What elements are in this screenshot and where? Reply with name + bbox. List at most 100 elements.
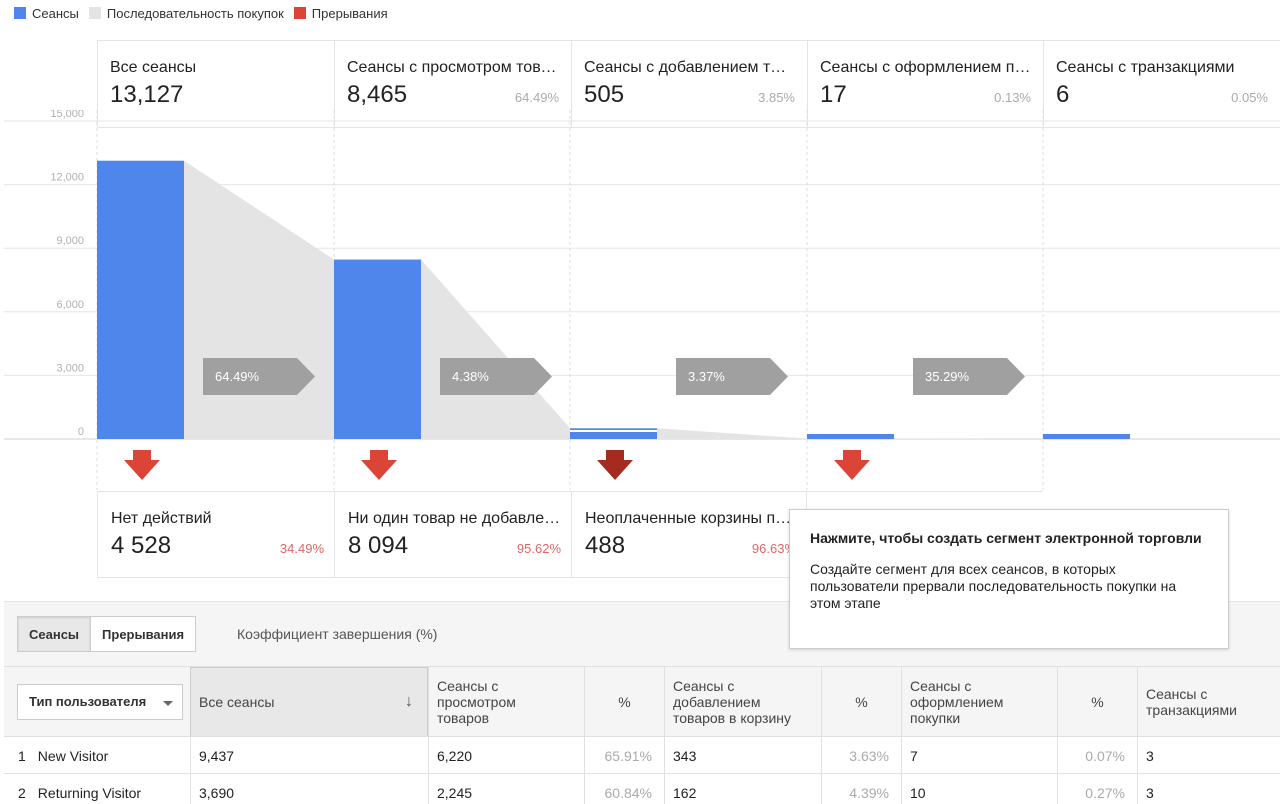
bar [1043, 434, 1130, 439]
column-header-pct[interactable]: % [1057, 667, 1137, 737]
cell-user-type[interactable]: 2 Returning Visitor [4, 774, 190, 804]
segment-tooltip[interactable]: Нажмите, чтобы создать сегмент электронн… [789, 509, 1229, 649]
metric-tabs: Сеансы Прерывания [17, 616, 197, 652]
legend-label: Последовательность покупок [106, 5, 284, 21]
step-value: 6 [1056, 81, 1070, 108]
step-value: 505 [584, 81, 625, 108]
legend-label: Сеансы [32, 5, 79, 21]
abandon-no-cart-add[interactable]: Ни один товар не добавлен в корзину 8 09… [334, 492, 571, 578]
step-label: Сеансы с транзакциями [1056, 59, 1235, 76]
table-body: 1 New Visitor 9,437 6,220 65.91% 343 3.63… [4, 736, 1280, 804]
funnel-step-transactions[interactable]: Сеансы с транзакциями 6 0.05% [1043, 41, 1280, 128]
abandon-arrow-icon [124, 450, 160, 480]
cell-product-views: 6,220 [428, 737, 584, 774]
table-header: Тип пользователя Все сеансы ↓ Сеансы с п… [4, 666, 1280, 737]
abandon-value: 488 [585, 532, 626, 559]
conversion-rate-label: 3.37% [688, 369, 725, 384]
tooltip-body: Создайте сегмент для всех сеансов, в кот… [810, 561, 1177, 611]
conversion-arrow [676, 358, 788, 395]
abandon-pct: 34.49% [279, 541, 324, 556]
step-pct: 0.13% [994, 90, 1031, 105]
column-label: % [618, 694, 631, 710]
legend-swatch [88, 7, 101, 19]
column-label: % [855, 694, 868, 710]
step-value: 13,127 [110, 81, 184, 108]
cell-pct: 3.63% [821, 737, 901, 774]
column-header-product-views[interactable]: Сеансы с просмотром товаров [428, 667, 584, 737]
step-label: Все сеансы [110, 59, 197, 76]
cell-pct: 65.91% [584, 737, 664, 774]
step-pct: 0.05% [1231, 90, 1268, 105]
bar [570, 428, 657, 439]
column-label: Сеансы с оформлением покупки [910, 678, 1004, 726]
column-header-pct[interactable]: % [821, 667, 901, 737]
bar [97, 160, 184, 440]
cell-add-to-cart: 343 [664, 737, 821, 774]
funnel-flow [421, 259, 570, 439]
abandon-arrow-icon [597, 450, 633, 480]
column-header-add-to-cart[interactable]: Сеансы с добавлением товаров в корзину [664, 667, 821, 737]
row-number: 2 [18, 784, 26, 801]
step-label: Сеансы с оформлением покупки [820, 59, 1031, 76]
y-tick-label: 12,000 [50, 172, 84, 184]
conversion-rate-label: 64.49% [215, 369, 260, 384]
funnel-chart: 15,000 12,000 9,000 6,000 3,000 0 64.49% 4.38% 3… [4, 110, 1280, 490]
sort-down-icon: ↓ [405, 693, 413, 710]
completion-rate-link[interactable]: Коэффициент завершения (%) [237, 626, 438, 642]
chart-legend: Сеансы Последовательность покупок Прерыв… [14, 5, 398, 21]
table-row: 1 New Visitor 9,437 6,220 65.91% 343 3.63… [4, 736, 1280, 774]
step-label: Сеансы с просмотром товаров [347, 59, 559, 76]
funnel-flow [657, 428, 807, 439]
abandon-pct: 95.62% [516, 541, 561, 556]
cell-add-to-cart: 162 [664, 774, 821, 804]
cell-pct: 4.39% [821, 774, 901, 804]
abandon-arrow-icon [361, 450, 397, 480]
legend-item-sessions[interactable]: Сеансы [14, 6, 79, 21]
conversion-arrow [913, 358, 1025, 395]
user-type: Returning Visitor [37, 784, 142, 801]
divider [807, 491, 1043, 492]
conversion-rate-label: 35.29% [925, 369, 970, 384]
cell-user-type[interactable]: 1 New Visitor [4, 737, 190, 774]
funnel-step-checkout[interactable]: Сеансы с оформлением покупки 17 0.13% [807, 41, 1043, 128]
y-tick-label: 9,000 [56, 235, 84, 247]
column-label: % [1091, 694, 1104, 710]
funnel-step-add-to-cart[interactable]: Сеансы с добавлением товаров в корзину 5… [571, 41, 807, 128]
legend-item-abandons[interactable]: Прерывания [293, 6, 388, 21]
column-header-all-sessions[interactable]: Все сеансы ↓ [190, 667, 428, 737]
abandon-pct: 96.63% [751, 541, 796, 556]
cell-pct: 60.84% [584, 774, 664, 804]
y-tick-label: 3,000 [56, 362, 84, 374]
dimension-select[interactable]: Тип пользователя [17, 684, 183, 720]
tab-abandons[interactable]: Прерывания [91, 616, 197, 652]
column-label: Сеансы с добавлением товаров в корзину [673, 678, 792, 726]
cell-product-views: 2,245 [428, 774, 584, 804]
row-number: 1 [18, 747, 26, 764]
step-value: 8,465 [347, 81, 408, 108]
abandon-arrow-icon [834, 450, 870, 480]
cell-transactions: 3 [1137, 737, 1280, 774]
step-pct: 64.49% [514, 90, 559, 105]
tab-sessions[interactable]: Сеансы [17, 616, 92, 652]
conversion-arrow [203, 358, 315, 395]
cell-checkout: 10 [901, 774, 1057, 804]
funnel-step-all-sessions[interactable]: Все сеансы 13,127 [97, 41, 334, 128]
column-label: Все сеансы [199, 694, 275, 710]
abandon-no-action[interactable]: Нет действий 4 528 34.49% [97, 492, 334, 578]
column-label: Сеансы с просмотром товаров [437, 678, 516, 726]
bar [334, 259, 421, 439]
cell-all-sessions: 9,437 [190, 737, 428, 774]
abandon-value: 4 528 [111, 532, 172, 559]
legend-item-funnel[interactable]: Последовательность покупок [88, 5, 284, 21]
column-header-checkout[interactable]: Сеансы с оформлением покупки [901, 667, 1057, 737]
column-label: Сеансы с транзакциями [1146, 686, 1237, 718]
abandon-label: Нет действий [111, 510, 212, 527]
chevron-down-icon [163, 701, 173, 706]
bar [807, 434, 894, 439]
legend-swatch [293, 7, 306, 19]
column-header-pct[interactable]: % [584, 667, 664, 737]
abandon-unpaid-carts[interactable]: Неоплаченные корзины покупок 488 96.63% [571, 492, 807, 578]
abandon-label: Неоплаченные корзины покупок [585, 510, 796, 527]
column-header-transactions[interactable]: Сеансы с транзакциями [1137, 667, 1280, 737]
funnel-step-product-views[interactable]: Сеансы с просмотром товаров 8,465 64.49% [334, 41, 571, 128]
